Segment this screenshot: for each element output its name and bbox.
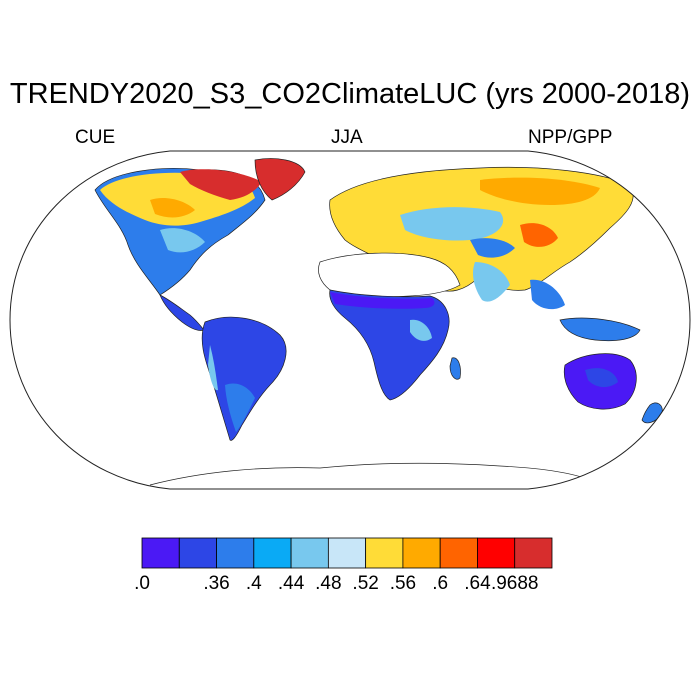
season-label: JJA [331, 127, 363, 148]
colorbar-box-3 [253, 537, 292, 569]
region-south-asia [472, 262, 510, 302]
region-andes [208, 345, 218, 391]
landmass-madagascar [449, 357, 461, 380]
map-title: TRENDY2020_S3_CO2ClimateLUC (yrs 2000-20… [9, 78, 691, 110]
landmass-new-zealand [641, 402, 663, 424]
region-australia-interior [585, 368, 618, 388]
colorbar-tick-label: .44 [277, 573, 305, 594]
colorbar-tick-label: .9688 [490, 573, 539, 594]
map-frame [9, 150, 691, 490]
colorbar-tick-label: .0 [134, 573, 150, 594]
region-central-asia-blue [400, 207, 504, 241]
region-arctic-canada [180, 169, 262, 200]
colorbar-box-6 [365, 537, 404, 569]
map-field [94, 158, 663, 486]
colorbar-tick-label: .4 [245, 573, 262, 594]
region-east-africa [410, 319, 432, 341]
landmass-antarctica [149, 462, 591, 486]
colorbar-box-10 [514, 537, 553, 569]
region-canada-orange [150, 198, 195, 218]
landmass-africa [329, 289, 450, 401]
colorbar-tick-label: .52 [352, 573, 379, 594]
colorbar-tick-label: .36 [203, 573, 230, 594]
landmass-greenland [254, 158, 306, 201]
landmass-maritime-continent [559, 317, 641, 342]
ratio-label: NPP/GPP [528, 127, 613, 148]
region-southeast-asia [530, 279, 565, 310]
region-us-east [160, 228, 205, 253]
region-china-red [520, 223, 558, 247]
colorbar-box-7 [402, 537, 441, 569]
colorbar-box-0 [141, 537, 180, 569]
colorbar-tick-label: .48 [315, 573, 342, 594]
colorbar-tick-label: .6 [432, 573, 449, 594]
colorbar-box-5 [327, 537, 367, 569]
colorbar-box-1 [178, 537, 217, 569]
colorbar-tick-label: .64 [464, 573, 491, 594]
colorbar-box-8 [439, 537, 478, 569]
region-sahel-purple [330, 292, 435, 309]
region-siberia-orange [480, 177, 600, 205]
region-south-america-south [225, 383, 255, 432]
colorbar-box-4 [290, 537, 329, 569]
colorbar-box-2 [216, 537, 255, 569]
colorbar-tick-label: .56 [389, 573, 417, 594]
region-tibet-blue [470, 238, 515, 258]
colorbar-box-9 [477, 537, 516, 569]
variable-label: CUE [75, 127, 116, 148]
